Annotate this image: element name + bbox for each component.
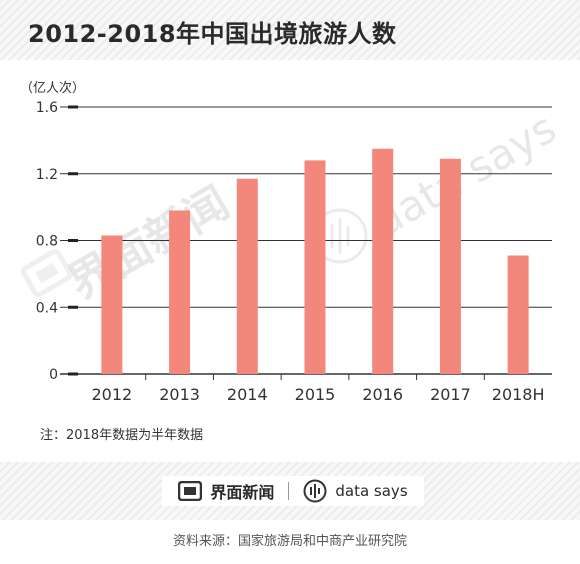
jiemian-logo-icon: [178, 481, 203, 501]
y-tick-label: 0.8: [36, 234, 58, 250]
y-tick-mark: [68, 105, 78, 109]
bar-2018H: [507, 255, 529, 374]
brand-name-cn: 界面新闻: [210, 483, 275, 502]
bar-2015: [304, 160, 326, 374]
bar-2017: [439, 158, 461, 374]
data-says-logo-icon: [303, 479, 327, 503]
x-tick-label: 2012: [91, 385, 132, 400]
chart-title: 2012-2018年中国出境旅游人数: [28, 20, 397, 48]
brand-name-en: data says: [335, 482, 408, 500]
x-tick-layer: 2012 2013 2014 2015 2016 2017 2018H: [91, 374, 545, 400]
brand-box: 界面新闻 data says: [162, 476, 424, 506]
y-tick-mark: [68, 239, 78, 242]
x-tick-label: 2017: [430, 385, 471, 400]
footnote: 注：2018年数据为半年数据: [40, 428, 204, 443]
bar-2016: [372, 148, 394, 374]
y-tick-label: 0: [49, 367, 58, 383]
y-tick-mark: [68, 172, 78, 176]
brand-divider: [288, 482, 290, 500]
y-tick-label: 1.6: [36, 100, 58, 116]
x-tick-label: 2014: [227, 385, 268, 400]
x-tick-label: 2018H: [492, 385, 545, 400]
y-tick-mark: [68, 305, 78, 309]
y-tick-layer: 0 0.4 0.8 1.2 1.6: [36, 100, 58, 383]
source-note: 资料来源：国家旅游局和中商产业研究院: [172, 534, 407, 549]
y-tick-label: 0.4: [36, 300, 58, 316]
x-tick-label: 2013: [159, 385, 200, 400]
bar-chart: （亿人次） 0 0.4 0.8 1.2 1.6 2012 2013 2014 2015 2016…: [20, 80, 552, 400]
bar-2014: [236, 178, 258, 374]
y-tick-mark: [68, 372, 78, 376]
y-tick-label: 1.2: [36, 167, 58, 183]
title-bar: [0, 0, 580, 60]
x-tick-label: 2016: [362, 385, 403, 400]
bar-layer: [101, 148, 529, 374]
x-tick-label: 2015: [295, 385, 336, 400]
bar-2012: [101, 235, 123, 374]
bar-2013: [169, 210, 191, 374]
y-axis-label: （亿人次）: [20, 80, 85, 96]
